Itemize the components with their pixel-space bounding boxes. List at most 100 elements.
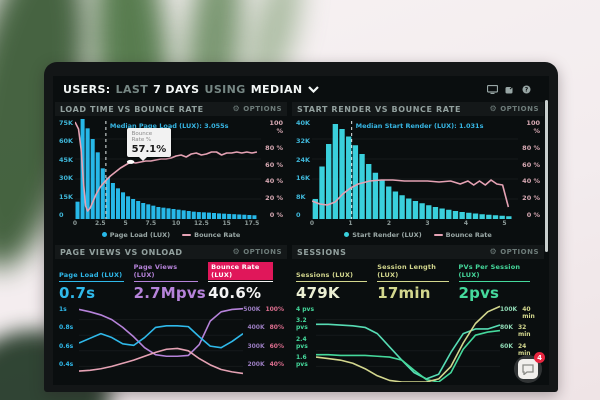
axis-tick-row: 80K 32 min [500,324,531,339]
axis-tick-label: 8K [296,192,306,201]
axis-tick-label: 80 % [265,143,283,152]
axis-tick-label: 0 [296,210,301,219]
metric-value: 2.7Mpvs [133,284,206,302]
axis-tick-label: 15 [222,220,231,227]
metric-row: Page Load (LUX) 0.7s Page Views (LUX) 2.… [55,262,287,302]
axis-tick-label: 32K [296,137,311,146]
axis-tick-label: 2.4 pvs [296,335,308,350]
axis-tick-label: 0 [309,220,315,227]
axis-tick-label: 0 % [269,210,283,219]
start-render-chart-plot: Median Start Render (LUX): 1.031s [312,119,518,219]
legend-bounce-rate[interactable]: Bounce Rate [433,231,492,239]
axis-tick-label: 2 [386,220,392,227]
axis-tick-label: 40K [296,119,311,127]
axis-tick-row: 300K 60% [247,342,284,350]
axis-tick-label: 80 % [522,143,540,152]
axis-tick-label: 40 % [522,177,540,186]
options-button[interactable]: ⚙ OPTIONS [232,104,282,114]
gear-icon: ⚙ [489,104,498,113]
axis-tick-label: 5 [502,220,507,227]
axis-tick-row: 60K 24 min [500,342,531,357]
dashboard-topbar: USERS: LAST 7 DAYS USING MEDIAN [53,76,549,102]
panel-title: START RENDER VS BOUNCE RATE [297,104,462,114]
metric-session-length: Session Length (LUX) 17min [377,262,458,302]
metric-value: 17min [377,284,431,302]
y-axis-left: 4 pvs 3.2 pvs 2.4 pvs 1.6 pvs [292,304,316,382]
axis-tick-label: 20 % [265,194,283,203]
panel-load-time-vs-bounce-rate: LOAD TIME VS BOUNCE RATE ⚙ OPTIONS 75K 60… [55,102,287,240]
chat-launcher-button[interactable]: 4 [514,352,545,383]
metric-sessions: Sessions (LUX) 479K [296,262,377,302]
axis-tick-label: 4 [463,220,469,227]
axis-tick-row: 400K 80% [247,324,284,332]
page-views-chart-plot [79,304,243,382]
load-time-chart-plot: Median Page Load (LUX): 3.055s Bounce Ra… [75,119,261,219]
dashboard-screen: USERS: LAST 7 DAYS USING MEDIAN [53,76,549,385]
axis-tick-label: 1.6 pvs [296,353,308,368]
metric-value: 40.6% [208,284,262,302]
sessions-chart [316,304,500,382]
axis-tick-label: 60 % [265,160,283,169]
axis-tick-label: 100 % [526,119,540,135]
series-dot-icon [101,232,107,237]
axis-tick-label: 4 pvs [296,306,315,313]
axis-tick-label: 7.5 [145,220,157,227]
x-axis: 0 1 2 3 4 5 [309,220,518,229]
monitor-icon[interactable] [487,84,498,94]
axis-tick-label: 45K [59,155,74,164]
range-days: 7 DAYS [153,82,200,96]
gear-icon: ⚙ [232,104,241,113]
chart-legend: Start Render (LUX) Bounce Rate [292,229,544,240]
users-label: USERS: [63,82,111,96]
share-icon[interactable] [505,84,515,94]
axis-tick-label: 30K [59,174,74,183]
svg-text:?: ? [525,86,529,93]
legend-start-render[interactable]: Start Render (LUX) [344,231,422,239]
panel-page-views-vs-onload: PAGE VIEWS VS ONLOAD ⚙ OPTIONS Page Load… [55,245,287,382]
series-line-icon [182,233,192,236]
legend-bounce-rate[interactable]: Bounce Rate [182,231,240,239]
y-axis-left: 75K 60K 45K 30K 15K 0 [55,119,75,219]
axis-tick-label: 16K [296,174,311,183]
axis-tick-label: 1 [348,220,353,227]
axis-tick-label: 40 % [265,177,283,186]
help-icon[interactable]: ? [522,85,531,94]
options-button[interactable]: ⚙ OPTIONS [489,247,539,257]
axis-tick-label: 0.4s [59,360,74,368]
legend-page-load[interactable]: Page Load (LUX) [101,231,170,239]
metric-value: 2pvs [458,284,500,302]
y-axis-left: 1s 0.8s 0.6s 0.4s [55,304,79,382]
axis-tick-label: 24K [296,155,311,164]
metric-pvs-per-session: PVs Per Session (LUX) 2pvs [458,262,540,302]
axis-tick-label: 1s [59,306,67,313]
tooltip-label: Bounce Rate % [131,130,153,144]
metric-value: 0.7s [59,284,96,302]
metric-value: 479K [296,284,340,302]
median-line-label: Median Page Load (LUX): 3.055s [109,122,229,130]
axis-tick-label: 0.8s [59,324,74,332]
chat-notification-badge: 4 [534,352,545,363]
axis-tick-label: 20 % [522,194,540,203]
y-axis-left: 40K 32K 24K 16K 8K 0 [292,119,312,219]
metric-page-load: Page Load (LUX) 0.7s [59,262,134,302]
axis-tick-label: 100 % [269,119,283,135]
users-range-dropdown[interactable]: USERS: LAST 7 DAYS USING MEDIAN [63,83,319,96]
scrollbar[interactable] [545,100,548,252]
chart-legend: Page Load (LUX) Bounce Rate [55,229,287,240]
axis-tick-label: 5 [123,220,128,227]
axis-tick-label: 0 [72,220,78,227]
chevron-down-icon [307,85,319,93]
y-axis-right: 100 % 80 % 60 % 40 % 20 % 0 % [518,119,544,219]
gear-icon: ⚙ [489,247,498,256]
y-axis-right: 500K 100% 400K 80% 300K 60% 200K 40% [243,304,287,382]
axis-tick-label: 10 [171,220,181,227]
axis-tick-label: 17.5 [244,220,260,227]
range-dim-last: LAST [115,82,149,96]
options-button[interactable]: ⚙ OPTIONS [489,104,539,114]
series-dot-icon [344,232,350,237]
gear-icon: ⚙ [232,247,241,256]
options-button[interactable]: ⚙ OPTIONS [232,247,282,257]
panel-title: LOAD TIME VS BOUNCE RATE [60,104,204,114]
axis-tick-label: 0 [59,210,64,219]
y-axis-right: 100 % 80 % 60 % 40 % 20 % 0 % [261,119,287,219]
